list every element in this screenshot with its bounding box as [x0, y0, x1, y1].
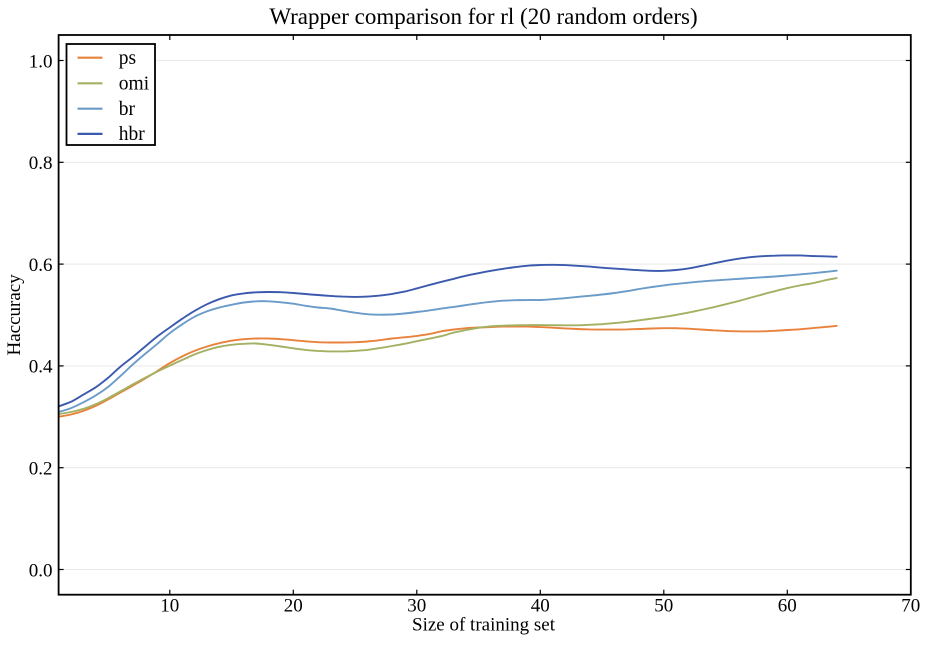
svg-text:20: 20 — [284, 595, 303, 616]
svg-text:60: 60 — [778, 595, 797, 616]
svg-text:ps: ps — [119, 48, 136, 69]
svg-text:10: 10 — [160, 595, 179, 616]
svg-text:0.2: 0.2 — [29, 459, 53, 480]
svg-text:50: 50 — [654, 595, 673, 616]
svg-text:Size of training set: Size of training set — [412, 615, 556, 636]
svg-text:40: 40 — [531, 595, 550, 616]
svg-text:omi: omi — [119, 74, 150, 95]
svg-text:Haccuracy: Haccuracy — [4, 274, 25, 356]
svg-text:0.6: 0.6 — [29, 255, 53, 276]
svg-text:hbr: hbr — [119, 124, 146, 145]
svg-text:70: 70 — [901, 595, 920, 616]
svg-text:0.8: 0.8 — [29, 153, 53, 174]
svg-text:30: 30 — [407, 595, 426, 616]
svg-text:Wrapper comparison for rl (20: Wrapper comparison for rl (20 random ord… — [269, 4, 697, 29]
svg-text:0.0: 0.0 — [29, 560, 53, 581]
svg-text:1.0: 1.0 — [29, 51, 53, 72]
svg-text:br: br — [119, 99, 136, 120]
svg-text:0.4: 0.4 — [29, 357, 53, 378]
